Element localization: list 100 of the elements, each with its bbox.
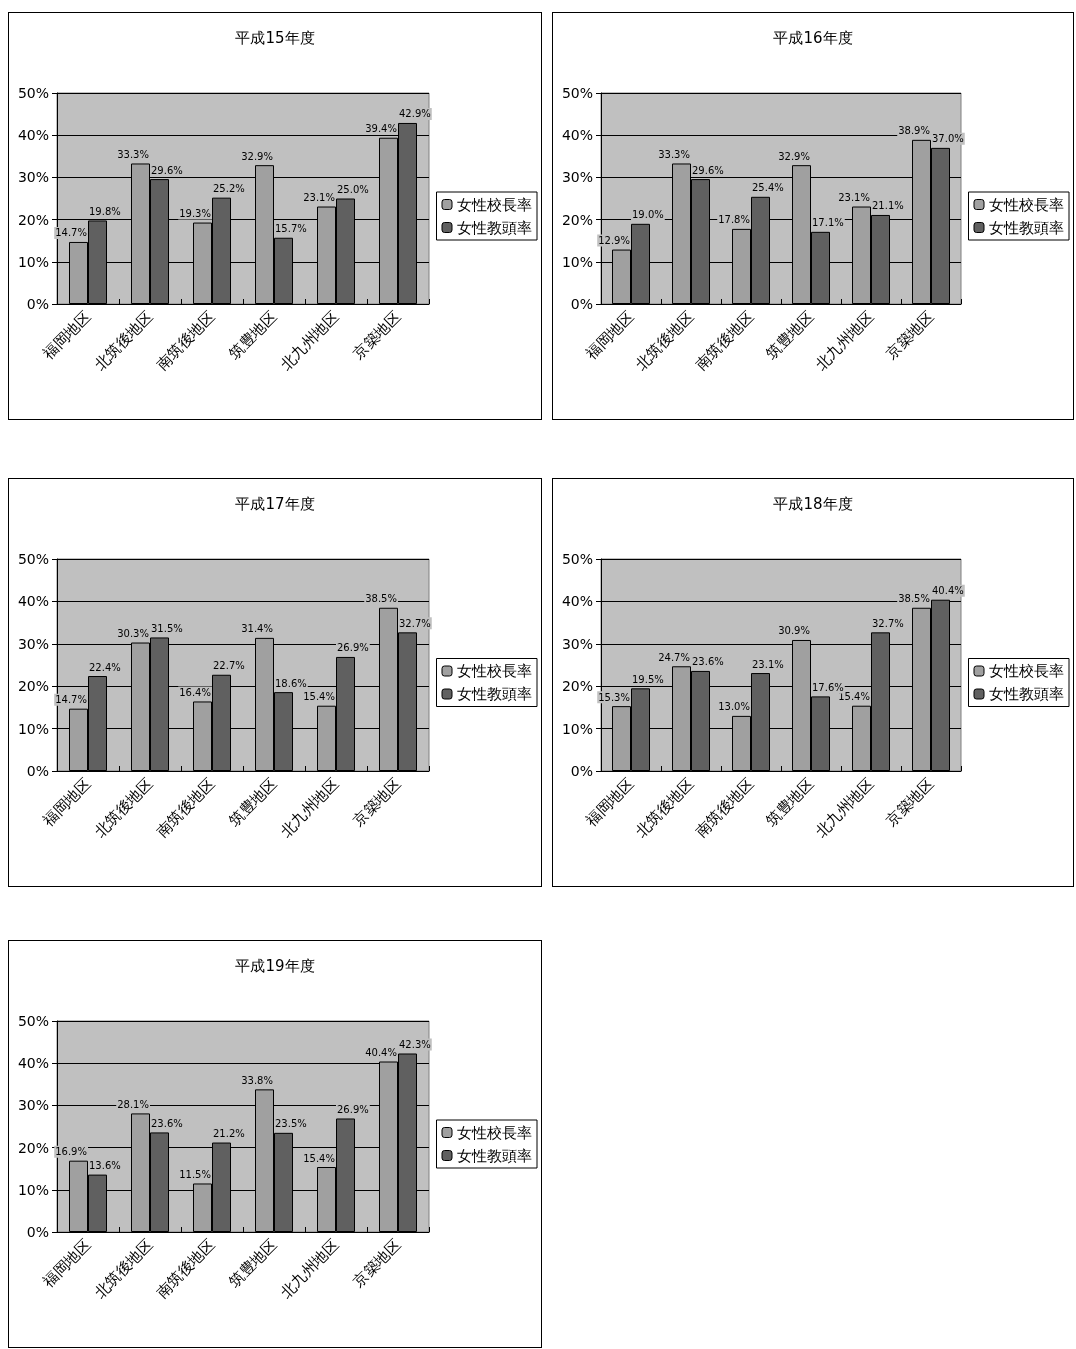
y-tick-label: 30% (561, 635, 593, 652)
data-label: 22.4% (89, 661, 121, 673)
x-tick-label: 京築地区 (349, 774, 405, 830)
data-label: 32.9% (241, 150, 273, 162)
data-label: 38.9% (898, 125, 930, 137)
data-label: 23.1% (838, 192, 870, 204)
y-tick-label: 30% (17, 169, 49, 186)
y-tick-label: 30% (17, 635, 49, 652)
data-label: 19.3% (179, 208, 211, 220)
data-label: 21.2% (213, 1128, 245, 1140)
y-tick-label: 40% (17, 1055, 49, 1072)
y-tick-label: 50% (561, 85, 593, 101)
y-tick-label: 40% (561, 127, 593, 144)
data-label: 14.7% (55, 694, 87, 706)
legend-label: 女性教頭率 (457, 1146, 532, 1165)
y-tick-label: 20% (17, 211, 49, 228)
data-label: 40.4% (365, 1047, 397, 1059)
data-label: 13.0% (718, 701, 750, 713)
data-label: 15.4% (838, 691, 870, 703)
data-label: 33.8% (241, 1074, 273, 1086)
y-tick-label: 20% (17, 1139, 49, 1156)
y-tick-label: 40% (17, 127, 49, 144)
y-tick-label: 10% (17, 253, 49, 270)
data-label: 11.5% (179, 1168, 211, 1180)
y-tick-label: 30% (17, 1097, 49, 1114)
data-label: 38.5% (898, 593, 930, 605)
data-label: 32.7% (872, 617, 904, 629)
y-tick-label: 40% (561, 593, 593, 610)
x-tick-label: 筑豊地区 (225, 307, 281, 363)
data-label: 31.4% (241, 623, 273, 635)
x-tick-label: 筑豊地区 (225, 1235, 281, 1291)
data-label: 30.3% (117, 628, 149, 640)
data-label: 17.1% (812, 217, 844, 229)
data-label: 26.9% (337, 642, 369, 654)
data-label: 25.0% (337, 184, 369, 195)
data-label: 39.4% (365, 123, 397, 135)
x-tick-label: 筑豊地区 (225, 774, 281, 830)
y-tick-label: 20% (561, 211, 593, 228)
data-label: 12.9% (598, 235, 630, 247)
chart-title: 平成19年度 (235, 956, 315, 975)
data-label: 40.4% (932, 585, 964, 597)
legend-label: 女性校長率 (989, 662, 1064, 680)
y-tick-label: 0% (26, 1224, 49, 1240)
chart-title: 平成15年度 (235, 28, 315, 47)
data-label: 29.6% (692, 164, 724, 176)
chart-title: 平成18年度 (773, 494, 853, 513)
legend-label: 女性教頭率 (989, 218, 1064, 237)
data-label: 16.4% (179, 686, 211, 698)
y-tick-label: 0% (26, 763, 49, 779)
data-label: 23.6% (151, 1117, 183, 1129)
data-label: 13.6% (89, 1160, 121, 1172)
data-label: 23.5% (275, 1118, 307, 1130)
chart-title: 平成16年度 (773, 28, 853, 47)
legend-label: 女性教頭率 (457, 218, 532, 237)
legend-label: 女性教頭率 (989, 685, 1064, 703)
y-tick-label: 10% (17, 720, 49, 737)
data-label: 17.8% (718, 214, 750, 226)
data-label: 42.3% (399, 1038, 431, 1050)
legend-label: 女性校長率 (457, 195, 532, 214)
x-tick-label: 京築地区 (349, 307, 405, 363)
data-label: 23.1% (303, 192, 335, 204)
data-label: 33.3% (117, 148, 149, 160)
y-tick-label: 10% (561, 253, 593, 270)
x-tick-label: 筑豊地区 (762, 774, 818, 830)
y-tick-label: 20% (17, 678, 49, 695)
y-tick-label: 40% (17, 593, 49, 610)
y-tick-label: 10% (17, 1181, 49, 1198)
data-label: 24.7% (658, 651, 690, 663)
data-label: 15.4% (303, 1152, 335, 1164)
data-label: 22.7% (213, 660, 245, 672)
data-label: 32.9% (778, 150, 810, 162)
data-label: 21.1% (872, 200, 904, 212)
data-label: 37.0% (932, 133, 964, 145)
data-label: 14.7% (55, 227, 87, 239)
data-label: 15.7% (275, 223, 307, 235)
y-tick-label: 50% (17, 85, 49, 101)
data-label: 28.1% (117, 1098, 149, 1110)
data-label: 25.4% (752, 182, 784, 194)
data-label: 19.0% (632, 209, 664, 221)
data-label: 33.3% (658, 148, 690, 160)
y-tick-label: 10% (561, 720, 593, 737)
data-label: 16.9% (55, 1146, 87, 1158)
y-tick-label: 50% (561, 551, 593, 567)
data-label: 17.6% (812, 681, 844, 693)
data-label: 29.6% (151, 164, 183, 176)
data-label: 31.5% (151, 622, 183, 634)
data-label: 30.9% (778, 625, 810, 637)
data-label: 26.9% (337, 1103, 369, 1115)
data-label: 19.8% (89, 205, 121, 217)
x-tick-label: 京築地区 (882, 307, 938, 363)
legend-label: 女性校長率 (457, 662, 532, 680)
x-tick-label: 筑豊地区 (762, 307, 818, 363)
data-label: 15.3% (598, 691, 630, 703)
y-tick-label: 0% (570, 763, 593, 779)
data-label: 23.6% (692, 656, 724, 668)
data-label: 25.2% (213, 183, 245, 195)
y-tick-label: 30% (561, 169, 593, 186)
x-tick-label: 京築地区 (349, 1235, 405, 1291)
y-tick-label: 20% (561, 678, 593, 695)
chart-title: 平成17年度 (235, 494, 315, 513)
